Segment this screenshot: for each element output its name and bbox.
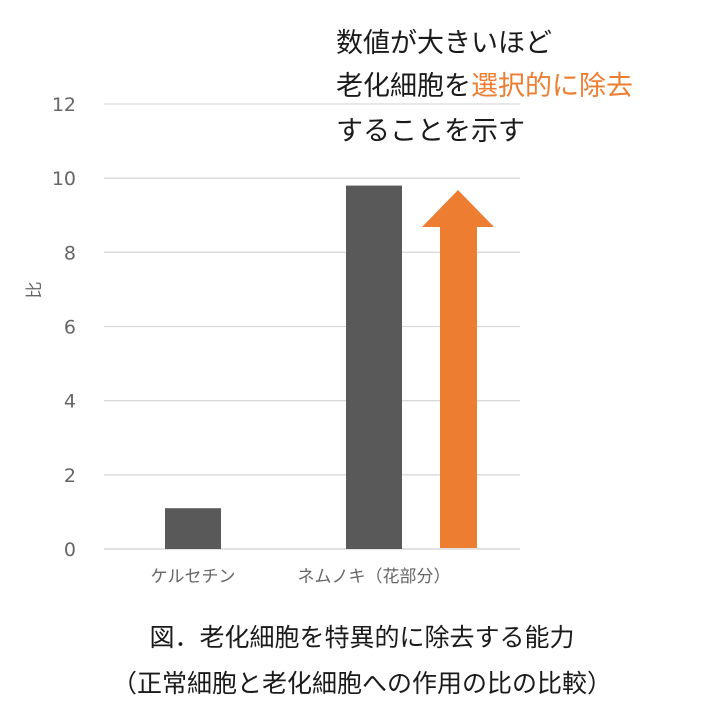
y-tick-labels: 0 2 4 6 8 10 12 — [52, 94, 76, 561]
x-category-label: ネムノキ（花部分） — [298, 567, 451, 587]
bars — [165, 185, 402, 550]
x-category-labels: ケルセチン ネムノキ（花部分） — [151, 567, 451, 587]
y-tick-label: 0 — [64, 539, 76, 561]
y-tick-label: 12 — [52, 94, 76, 116]
bar-1 — [346, 185, 402, 550]
y-tick-label: 6 — [64, 317, 76, 339]
y-tick-label: 8 — [64, 242, 76, 264]
y-tick-label: 2 — [64, 465, 76, 487]
annotation-line-3: することを示す — [336, 116, 525, 147]
figure-caption: 図．老化細胞を特異的に除去する能力 （正常細胞と老化細胞への作用の比の比較） — [112, 623, 612, 698]
caption-line-1: 図．老化細胞を特異的に除去する能力 — [149, 623, 574, 652]
caption-line-2: （正常細胞と老化細胞への作用の比の比較） — [112, 669, 612, 698]
x-category-label: ケルセチン — [151, 567, 236, 587]
grid-lines — [104, 103, 520, 550]
annotation-line-1: 数値が大きいほど — [336, 28, 552, 59]
y-tick-label: 10 — [52, 168, 76, 190]
annotation-highlight: 選択的に除去 — [471, 71, 633, 102]
up-arrow-icon — [422, 190, 494, 548]
bar-0 — [165, 508, 221, 549]
y-tick-label: 4 — [64, 391, 76, 413]
annotation: 数値が大きいほど 老化細胞を選択的に除去 することを示す — [336, 28, 633, 147]
y-axis-label: 比 — [25, 282, 45, 299]
annotation-line-2: 老化細胞を選択的に除去 — [336, 71, 633, 102]
annotation-line-2-text: 老化細胞を — [336, 71, 471, 102]
